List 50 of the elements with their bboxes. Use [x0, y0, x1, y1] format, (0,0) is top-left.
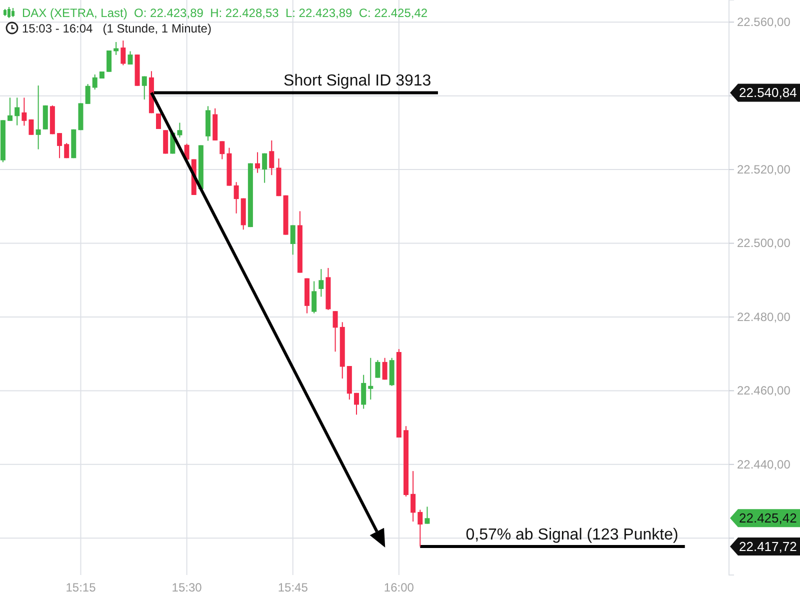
candlestick [269, 140, 274, 176]
candlestick [332, 310, 338, 352]
candlestick [354, 392, 360, 416]
candlestick [85, 84, 90, 104]
x-tick-label: 15:45 [278, 580, 308, 595]
candlestick [424, 506, 430, 524]
candlestick [318, 268, 324, 298]
candlestick [255, 152, 260, 174]
candlestick [290, 224, 296, 256]
candlestick [361, 374, 366, 410]
y-tick-label: 22.460,00 [737, 384, 791, 398]
y-tick-label: 22.500,00 [737, 236, 791, 250]
annotation: Short Signal ID 3913 [284, 72, 432, 90]
y-tick-label: 22.560,00 [737, 14, 791, 29]
y2-tick-label: 22.540,84 [739, 85, 797, 100]
candlestick [142, 76, 147, 100]
candlestick [106, 50, 112, 72]
candlestick [128, 50, 133, 66]
candlestick [22, 97, 27, 126]
candlestick [64, 142, 70, 159]
x-tick-label: 16:00 [384, 580, 414, 595]
candlestick [57, 132, 62, 159]
candlestick [177, 122, 182, 138]
x-tick-label: 15:30 [172, 580, 202, 595]
candlestick [368, 357, 374, 400]
candlestick [382, 357, 388, 380]
text: DAX (XETRA, Last) O: 22.423,89 H: 22.428,53 L: 22.423,89 C: 22.425,42 [22, 6, 428, 20]
annotation: 0,57% ab Signal (123 Punkte) [466, 526, 678, 544]
y-tick-label: 22.440,00 [737, 457, 791, 472]
candlestick [92, 74, 98, 90]
y-tick-label: 22.520,00 [737, 162, 791, 176]
candlestick [42, 104, 48, 130]
text: 15:03 - 16:04 (1 Stunde, 1 Minute) [22, 22, 212, 36]
candlestick [220, 140, 225, 160]
y-tick-label: 22.480,00 [737, 310, 791, 324]
candlestick [8, 97, 13, 122]
candlestick [418, 509, 423, 548]
candlestick [120, 40, 126, 66]
candlestick [375, 360, 380, 378]
candlestick [163, 130, 168, 154]
x-tick-label: 15:15 [66, 580, 96, 595]
candlestick [36, 85, 41, 150]
y2-tick-label: 22.425,42 [739, 510, 797, 526]
candlestick [262, 152, 268, 184]
candlestick [28, 118, 34, 136]
candlestick [410, 470, 416, 522]
candlestick [14, 97, 20, 126]
candlestick [234, 182, 239, 214]
candlestick [312, 280, 317, 314]
y2-tick-label: 22.417,72 [739, 539, 797, 554]
